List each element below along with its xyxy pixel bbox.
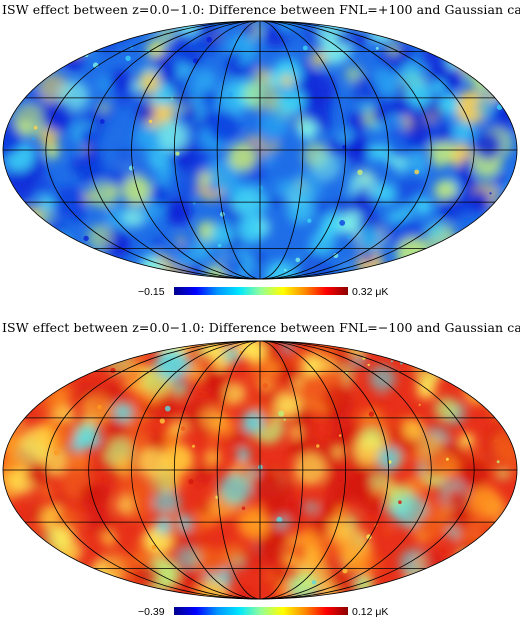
graticule bbox=[2, 340, 518, 600]
unit-label-bottom: μK bbox=[375, 606, 389, 618]
unit-label-top: μK bbox=[375, 286, 389, 298]
colorbar-bottom: −0.39 0.12 μK bbox=[0, 605, 520, 619]
sky-field bbox=[3, 21, 517, 279]
colorbar-max-label-top: 0.32 μK bbox=[352, 286, 389, 298]
colorbar-min-label-bottom: −0.39 bbox=[138, 606, 165, 618]
graticule bbox=[2, 20, 518, 280]
map-panel-top: ISW effect between z=0.0−1.0: Difference… bbox=[0, 0, 520, 300]
colorbar-gradient-bottom bbox=[174, 607, 348, 615]
colorbar-gradient-top bbox=[174, 287, 348, 295]
mollweide-map-bottom bbox=[2, 340, 518, 600]
map-panel-bottom: ISW effect between z=0.0−1.0: Difference… bbox=[0, 318, 520, 621]
colorbar-top: −0.15 0.32 μK bbox=[0, 285, 520, 299]
map-title-top: ISW effect between z=0.0−1.0: Difference… bbox=[2, 2, 520, 17]
mollweide-map-top bbox=[2, 20, 518, 280]
colorbar-min-label-top: −0.15 bbox=[138, 286, 165, 298]
colorbar-max-label-bottom: 0.12 μK bbox=[352, 606, 389, 618]
map-title-bottom: ISW effect between z=0.0−1.0: Difference… bbox=[2, 320, 520, 335]
